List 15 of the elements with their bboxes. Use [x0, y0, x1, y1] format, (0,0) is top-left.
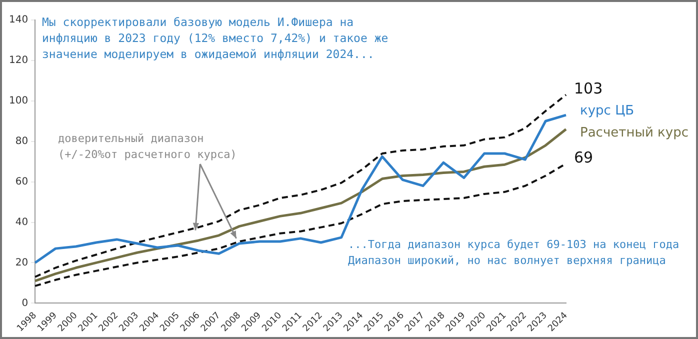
data-label: 103 — [574, 80, 603, 98]
data-label: 69 — [574, 148, 594, 166]
y-tick-label: 0 — [22, 298, 28, 309]
y-tick-label: 80 — [15, 136, 28, 147]
y-tick-label: 100 — [8, 96, 28, 106]
annotation: ...Тогда диапазон курса будет 69-103 на конец года Диапазон широкий, но нас волнует верхняя граница — [348, 238, 680, 267]
series-label: курс ЦБ — [580, 103, 634, 118]
y-tick-label: 20 — [15, 257, 28, 268]
y-tick-label: 40 — [15, 216, 28, 228]
y-tick-label: 140 — [8, 14, 28, 26]
y-tick-label: 60 — [15, 176, 28, 188]
annotation: Мы скорректировали базовую модель И.Фишера на инфляцию в 2023 году (12% вместо 7,42%) и такое же значение моделируем в ожидаемой инфляции 2024... — [42, 15, 388, 61]
y-tick-label: 120 — [8, 55, 28, 66]
series-label: Расчетный курс — [580, 126, 688, 141]
annotation: доверительный диапазон (+/-20%от расчетного курса) — [58, 132, 237, 161]
